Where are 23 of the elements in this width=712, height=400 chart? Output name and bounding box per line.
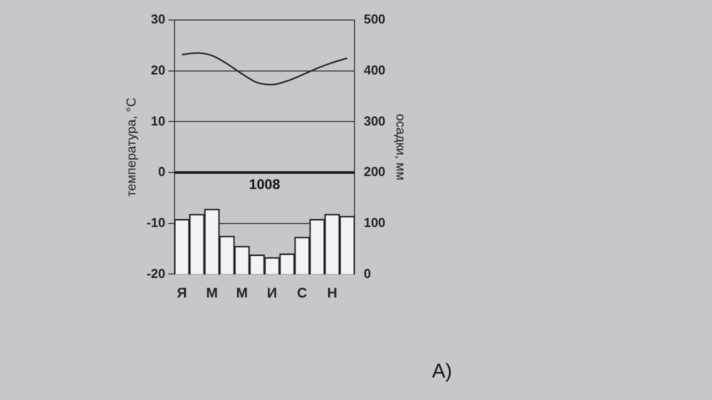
- x-tick-label: С: [297, 284, 308, 300]
- y2-tick-label: 0: [364, 266, 371, 281]
- x-tick-label: И: [267, 284, 278, 300]
- y2-tick-label: 100: [364, 214, 386, 230]
- y-axis-title: температура, °С: [123, 98, 138, 197]
- x-tick-label: Н: [327, 284, 338, 300]
- y2-tick-label: 300: [364, 113, 386, 128]
- text: А): [432, 360, 452, 383]
- y-tick-label: 10: [150, 113, 166, 128]
- x-tick-label: М: [236, 284, 248, 300]
- y-tick-label: 0: [158, 164, 166, 180]
- y-tick-label: -10: [146, 214, 166, 230]
- x-tick-label: Я: [176, 284, 187, 300]
- y-tick-label: 20: [150, 62, 166, 78]
- y-tick-label: -20: [146, 266, 166, 281]
- y2-tick-label: 500: [364, 12, 386, 27]
- annotation: 1008: [248, 176, 280, 192]
- y2-tick-label: 400: [364, 62, 386, 78]
- y2-axis-title: осадки, мм: [394, 114, 409, 180]
- y2-tick-label: 200: [364, 164, 386, 180]
- line-series: [181, 52, 348, 86]
- x-tick-label: М: [206, 284, 218, 300]
- y-tick-label: 30: [150, 12, 166, 27]
